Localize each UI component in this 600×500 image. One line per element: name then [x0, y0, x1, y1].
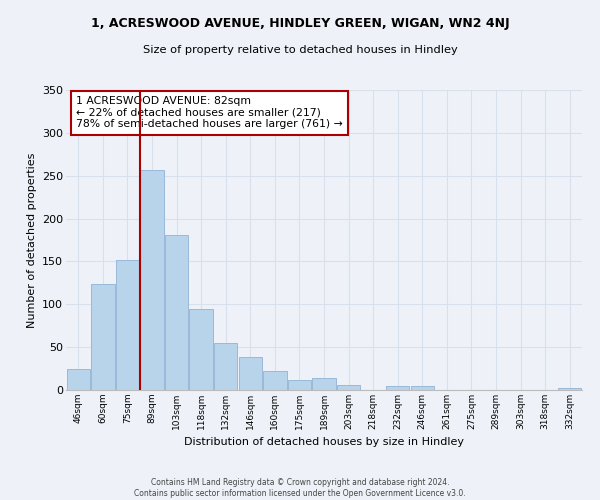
Bar: [190, 308, 213, 390]
Text: 1, ACRESWOOD AVENUE, HINDLEY GREEN, WIGAN, WN2 4NJ: 1, ACRESWOOD AVENUE, HINDLEY GREEN, WIGA…: [91, 18, 509, 30]
Y-axis label: Number of detached properties: Number of detached properties: [26, 152, 37, 328]
Bar: [140, 170, 164, 390]
Bar: [91, 284, 115, 390]
Bar: [239, 356, 262, 390]
Bar: [558, 388, 581, 390]
Bar: [165, 235, 188, 390]
Text: 1 ACRESWOOD AVENUE: 82sqm
← 22% of detached houses are smaller (217)
78% of semi: 1 ACRESWOOD AVENUE: 82sqm ← 22% of detac…: [76, 96, 343, 129]
X-axis label: Distribution of detached houses by size in Hindley: Distribution of detached houses by size …: [184, 438, 464, 448]
Bar: [410, 386, 434, 390]
Bar: [313, 378, 335, 390]
Text: Size of property relative to detached houses in Hindley: Size of property relative to detached ho…: [143, 45, 457, 55]
Bar: [67, 368, 90, 390]
Text: Contains HM Land Registry data © Crown copyright and database right 2024.
Contai: Contains HM Land Registry data © Crown c…: [134, 478, 466, 498]
Bar: [386, 386, 409, 390]
Bar: [263, 371, 287, 390]
Bar: [288, 380, 311, 390]
Bar: [337, 385, 360, 390]
Bar: [116, 260, 139, 390]
Bar: [214, 343, 238, 390]
